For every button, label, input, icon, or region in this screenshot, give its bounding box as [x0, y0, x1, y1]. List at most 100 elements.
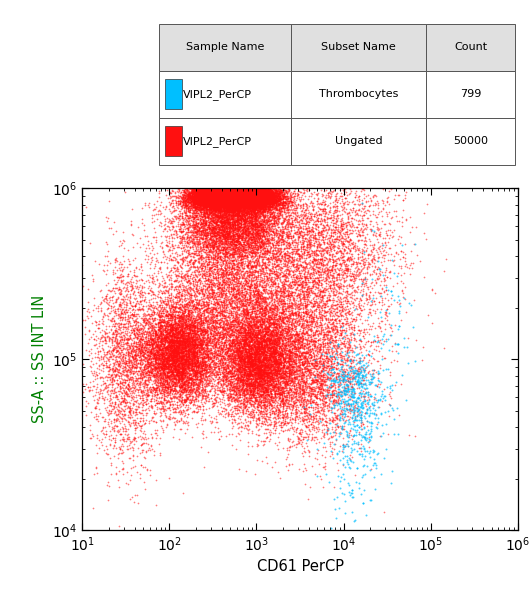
Point: [324, 321, 332, 330]
Point: [147, 429, 155, 438]
Point: [275, 213, 283, 222]
Point: [378, 396, 386, 406]
Point: [182, 347, 190, 356]
Point: [173, 369, 181, 378]
Point: [214, 205, 222, 214]
Point: [230, 245, 239, 254]
Point: [270, 356, 279, 365]
Point: [292, 359, 300, 368]
Point: [227, 194, 236, 204]
Point: [242, 205, 250, 214]
Point: [347, 328, 356, 337]
Point: [227, 347, 236, 356]
Point: [299, 333, 307, 342]
Point: [205, 309, 213, 318]
Point: [230, 217, 239, 227]
Point: [165, 336, 174, 346]
Point: [260, 360, 268, 369]
Point: [207, 325, 216, 335]
Point: [245, 194, 253, 204]
Point: [316, 219, 324, 229]
Point: [178, 366, 186, 375]
Point: [295, 250, 303, 259]
Point: [160, 368, 169, 378]
Point: [257, 359, 266, 368]
Point: [172, 335, 181, 345]
Point: [275, 336, 283, 346]
Point: [266, 369, 274, 379]
Point: [193, 401, 201, 410]
Point: [184, 378, 192, 387]
Point: [187, 311, 195, 320]
Point: [228, 200, 237, 210]
Point: [273, 362, 281, 372]
Point: [252, 241, 260, 250]
Point: [314, 407, 322, 416]
Point: [197, 260, 205, 269]
Point: [245, 294, 253, 303]
Point: [165, 254, 174, 263]
Point: [328, 449, 337, 458]
Point: [187, 342, 195, 351]
Point: [279, 375, 288, 384]
Point: [183, 333, 191, 343]
Point: [254, 191, 263, 201]
Point: [234, 197, 243, 207]
Point: [224, 187, 233, 196]
Point: [185, 322, 193, 332]
Point: [281, 265, 289, 274]
Point: [208, 194, 216, 203]
Point: [244, 311, 252, 320]
Point: [217, 339, 225, 348]
Point: [188, 195, 196, 204]
Point: [305, 217, 313, 226]
Point: [214, 193, 222, 203]
Point: [256, 234, 265, 243]
Point: [216, 191, 225, 201]
Point: [164, 246, 172, 256]
Point: [305, 425, 313, 434]
Point: [218, 193, 226, 202]
Point: [232, 188, 241, 197]
Point: [216, 386, 224, 396]
Point: [262, 188, 270, 198]
Point: [187, 190, 196, 200]
Point: [281, 269, 290, 278]
Point: [247, 200, 255, 209]
Point: [116, 304, 124, 313]
Point: [224, 197, 233, 206]
Point: [264, 221, 272, 230]
Point: [241, 379, 250, 388]
Point: [318, 359, 327, 369]
Point: [206, 200, 215, 209]
Point: [224, 358, 233, 367]
Point: [239, 184, 248, 194]
Point: [175, 322, 183, 332]
Point: [264, 407, 273, 416]
Point: [214, 307, 222, 317]
Point: [235, 366, 243, 376]
Point: [252, 293, 260, 303]
Point: [156, 369, 164, 378]
Point: [338, 367, 346, 376]
Point: [206, 192, 215, 201]
Point: [248, 201, 256, 210]
Point: [241, 292, 250, 302]
Point: [165, 291, 174, 300]
Point: [250, 375, 259, 384]
Point: [246, 352, 254, 362]
Point: [221, 231, 230, 241]
Point: [189, 189, 198, 198]
Point: [209, 237, 217, 247]
Point: [138, 339, 146, 348]
Point: [202, 240, 210, 250]
Point: [260, 310, 268, 319]
Point: [207, 203, 216, 213]
Point: [249, 350, 258, 359]
Point: [332, 413, 340, 422]
Point: [131, 282, 140, 291]
Point: [207, 313, 215, 323]
Point: [299, 360, 307, 370]
Point: [224, 203, 232, 213]
Point: [250, 194, 259, 203]
